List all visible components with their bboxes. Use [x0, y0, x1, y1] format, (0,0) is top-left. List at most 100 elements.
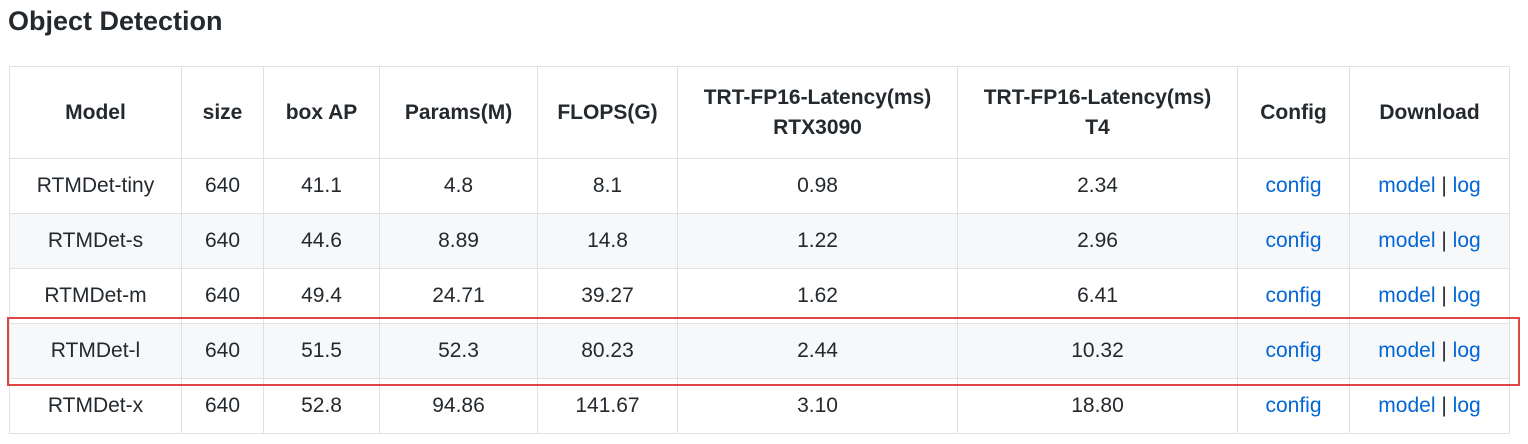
header-cell: TRT-FP16-Latency(ms) RTX3090: [677, 66, 958, 159]
header-text: Params(M): [404, 100, 513, 124]
download-link[interactable]: log: [1452, 394, 1481, 417]
download-link[interactable]: model: [1378, 339, 1436, 362]
table-cell: 10.32: [957, 323, 1238, 379]
cell-text: 2.96: [1077, 229, 1118, 252]
header-text: TRT-FP16-Latency(ms): [983, 85, 1212, 109]
separator: |: [1441, 339, 1447, 362]
table-cell: config: [1237, 378, 1350, 434]
cell-text: 640: [204, 284, 241, 307]
section-title: Object Detection: [8, 6, 223, 36]
table-cell: 1.22: [677, 213, 958, 269]
table-cell: 141.67: [537, 378, 678, 434]
table-cell: 2.34: [957, 158, 1238, 214]
table-row: RTMDet-m 640 49.4 24.71 39.27 1.62 6.41 config m…: [9, 268, 1510, 324]
cell-text: 24.71: [432, 284, 485, 307]
cell-text: 49.4: [301, 284, 342, 307]
table-cell: 4.8: [379, 158, 538, 214]
header-cell: Download: [1349, 66, 1510, 159]
header-cell: FLOPS(G): [537, 66, 678, 159]
cell-text: 0.98: [797, 174, 838, 197]
config-link[interactable]: config: [1265, 284, 1322, 307]
cell-text: 640: [204, 394, 241, 417]
download-link[interactable]: model: [1378, 394, 1436, 417]
cell-text: 6.41: [1077, 284, 1118, 307]
table-cell: model | log: [1349, 268, 1510, 324]
table-cell: 44.6: [263, 213, 380, 269]
download-link[interactable]: log: [1452, 339, 1481, 362]
download-link[interactable]: model: [1378, 284, 1436, 307]
download-link[interactable]: log: [1452, 229, 1481, 252]
cell-text: 44.6: [301, 229, 342, 252]
cell-text: 52.8: [301, 394, 342, 417]
separator: |: [1441, 229, 1447, 252]
table-cell: RTMDet-s: [9, 213, 182, 269]
download-link[interactable]: log: [1452, 174, 1481, 197]
cell-text: RTMDet-s: [47, 229, 144, 252]
table-cell: 0.98: [677, 158, 958, 214]
config-link[interactable]: config: [1265, 339, 1322, 362]
cell-text: 94.86: [432, 394, 485, 417]
cell-text: 640: [204, 174, 241, 197]
table-cell: 80.23: [537, 323, 678, 379]
table-cell: RTMDet-m: [9, 268, 182, 324]
table-cell: config: [1237, 158, 1350, 214]
header-text: box AP: [285, 100, 358, 124]
header-text: Download: [1379, 100, 1480, 124]
header-cell: Params(M): [379, 66, 538, 159]
table-row: RTMDet-tiny 640 41.1 4.8 8.1 0.98 2.34 config mo…: [9, 158, 1510, 214]
config-link[interactable]: config: [1265, 229, 1322, 252]
download-link[interactable]: model: [1378, 174, 1436, 197]
table-cell: 2.96: [957, 213, 1238, 269]
separator: |: [1441, 394, 1447, 417]
table-cell: 51.5: [263, 323, 380, 379]
table-row: RTMDet-l 640 51.5 52.3 80.23 2.44 10.32 config m…: [9, 323, 1510, 379]
cell-text: 39.27: [581, 284, 634, 307]
config-link[interactable]: config: [1265, 394, 1322, 417]
cell-text: 141.67: [575, 394, 640, 417]
cell-text: 51.5: [301, 339, 342, 362]
cell-text: 4.8: [443, 174, 474, 197]
cell-text: 3.10: [797, 394, 838, 417]
table-cell: 2.44: [677, 323, 958, 379]
table-cell: 41.1: [263, 158, 380, 214]
cell-text: 80.23: [581, 339, 634, 362]
cell-text: 640: [204, 229, 241, 252]
cell-text: RTMDet-l: [50, 339, 141, 362]
cell-text: 2.44: [797, 339, 838, 362]
cell-text: 41.1: [301, 174, 342, 197]
table-cell: model | log: [1349, 378, 1510, 434]
cell-text: 640: [204, 339, 241, 362]
table-row: RTMDet-s 640 44.6 8.89 14.8 1.22 2.96 config mod…: [9, 213, 1510, 269]
download-link[interactable]: model: [1378, 229, 1436, 252]
cell-text: RTMDet-m: [44, 284, 147, 307]
table-cell: RTMDet-l: [9, 323, 182, 379]
table-cell: 49.4: [263, 268, 380, 324]
table-cell: 640: [181, 213, 264, 269]
header-cell: size: [181, 66, 264, 159]
table-cell: RTMDet-x: [9, 378, 182, 434]
table-cell: 1.62: [677, 268, 958, 324]
table-cell: 640: [181, 378, 264, 434]
config-link[interactable]: config: [1265, 174, 1322, 197]
cell-text: RTMDet-tiny: [36, 174, 155, 197]
table-cell: model | log: [1349, 158, 1510, 214]
table-cell: 39.27: [537, 268, 678, 324]
table-cell: 52.8: [263, 378, 380, 434]
cell-text: 10.32: [1071, 339, 1124, 362]
table-cell: 640: [181, 158, 264, 214]
table-cell: 24.71: [379, 268, 538, 324]
cell-text: 2.34: [1077, 174, 1118, 197]
header-text: T4: [1085, 115, 1110, 139]
header-cell: box AP: [263, 66, 380, 159]
table-cell: 52.3: [379, 323, 538, 379]
table-cell: config: [1237, 268, 1350, 324]
header-cell: Model: [9, 66, 182, 159]
header-row: Model size box AP Params(M) FLOPS(G) TRT-FP16…: [9, 66, 1510, 159]
download-link[interactable]: log: [1452, 284, 1481, 307]
table-cell: model | log: [1349, 323, 1510, 379]
cell-text: RTMDet-x: [47, 394, 144, 417]
table-cell: 6.41: [957, 268, 1238, 324]
cell-text: 52.3: [438, 339, 479, 362]
table-cell: 8.1: [537, 158, 678, 214]
